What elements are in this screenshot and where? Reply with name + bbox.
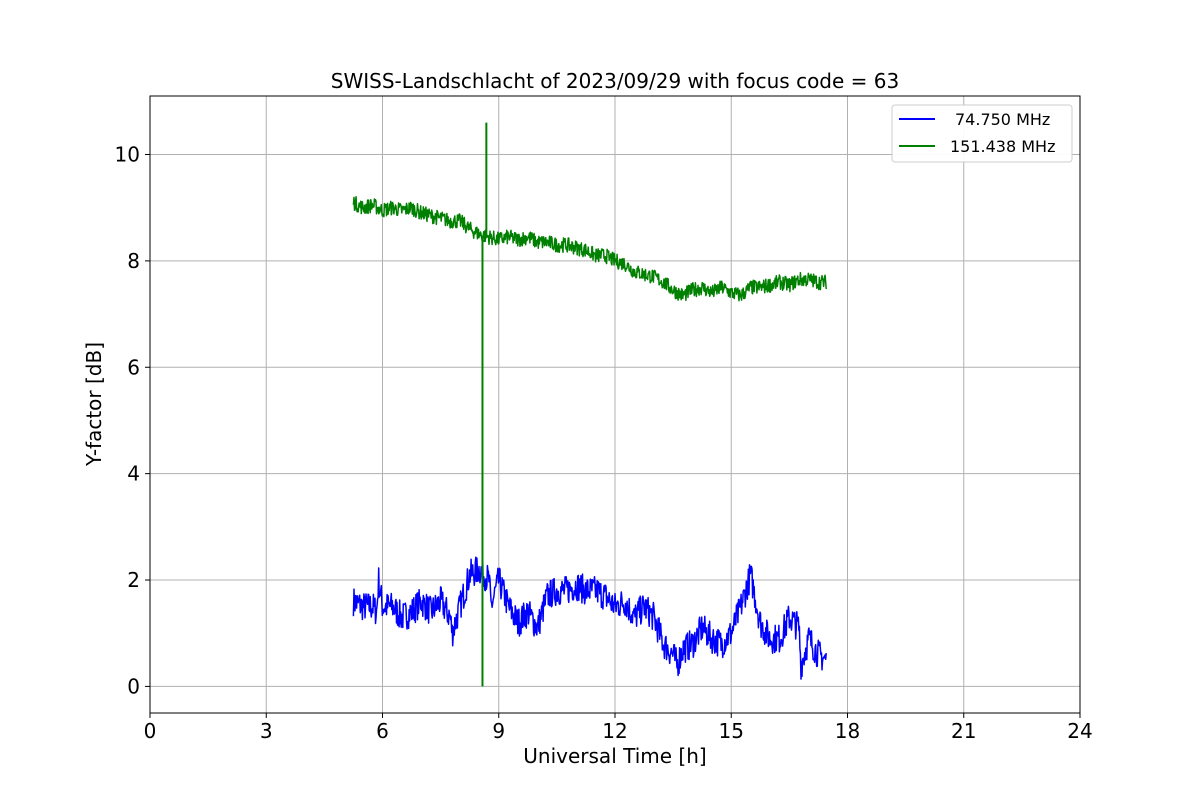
legend-box bbox=[891, 104, 1073, 163]
chart-title: SWISS-Landschlacht of 2023/09/29 with fo… bbox=[331, 69, 899, 93]
legend-label-74-750: 74.750 MHz bbox=[955, 110, 1050, 129]
x-tick-label: 18 bbox=[835, 719, 860, 743]
y-tick-label: 4 bbox=[127, 462, 140, 486]
x-tick-label: 12 bbox=[602, 719, 627, 743]
x-tick-label: 0 bbox=[144, 719, 157, 743]
x-tick-label: 9 bbox=[492, 719, 505, 743]
x-axis-label: Universal Time [h] bbox=[523, 744, 706, 768]
y-tick-label: 0 bbox=[127, 674, 140, 698]
series-line-151-438-mhz bbox=[352, 195, 827, 302]
y-tick-label: 6 bbox=[127, 355, 140, 379]
x-tick-label: 21 bbox=[951, 719, 976, 743]
x-tick-label: 6 bbox=[376, 719, 389, 743]
x-tick-label: 3 bbox=[260, 719, 273, 743]
series-line-74-750-mhz bbox=[352, 556, 827, 680]
x-tick-label: 15 bbox=[719, 719, 744, 743]
y-tick-label: 2 bbox=[127, 568, 140, 592]
x-tick-label: 24 bbox=[1067, 719, 1092, 743]
plot-area bbox=[352, 122, 827, 687]
y-axis-label: Y-factor [dB] bbox=[82, 342, 106, 467]
y-tick-label: 8 bbox=[127, 249, 140, 273]
y-tick-label: 10 bbox=[115, 143, 140, 167]
legend-label-151-438: 151.438 MHz bbox=[950, 137, 1055, 156]
legend: 74.750 MHz 151.438 MHz bbox=[891, 104, 1073, 163]
